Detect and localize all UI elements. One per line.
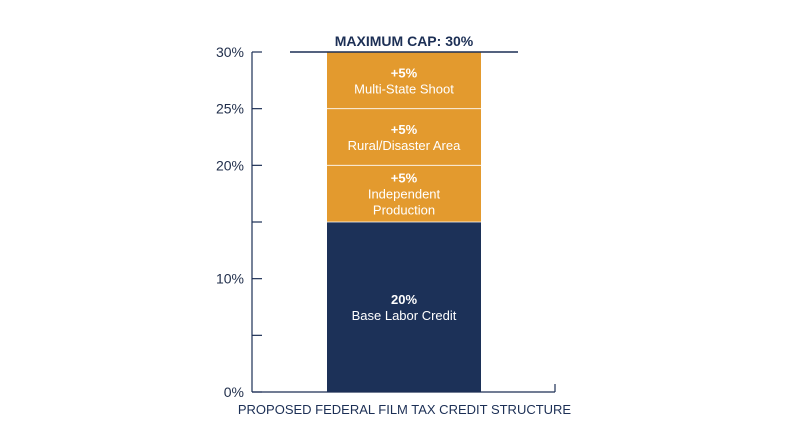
maximum-cap: MAXIMUM CAP: 30% [290,33,518,53]
y-axis: 0% 10% 20% 25% 30% [216,44,262,400]
bar-segment [327,165,481,222]
segment-value-label: +5% [391,171,418,186]
segment-value-label: 20% [391,292,417,307]
segment-name-label: Production [373,203,435,218]
segment-name-label: Independent [368,187,441,202]
segment-name-label: Base Labor Credit [352,308,457,323]
stacked-bar: 20%Base Labor Credit+5%IndependentProduc… [327,52,481,392]
y-tick-label: 30% [216,44,244,60]
segment-name-label: Multi-State Shoot [354,81,454,96]
y-tick-label: 10% [216,271,244,287]
cap-label: MAXIMUM CAP: 30% [335,33,474,49]
segment-value-label: +5% [391,122,418,137]
y-tick-label: 25% [216,101,244,117]
bar-segment [327,108,481,166]
x-axis-title: PROPOSED FEDERAL FILM TAX CREDIT STRUCTU… [238,402,572,417]
bar-segment [327,222,481,392]
segment-value-label: +5% [391,65,418,80]
bar-segment [327,52,481,109]
segment-name-label: Rural/Disaster Area [348,138,461,153]
y-tick-label: 0% [224,384,244,400]
y-tick-label: 20% [216,157,244,173]
